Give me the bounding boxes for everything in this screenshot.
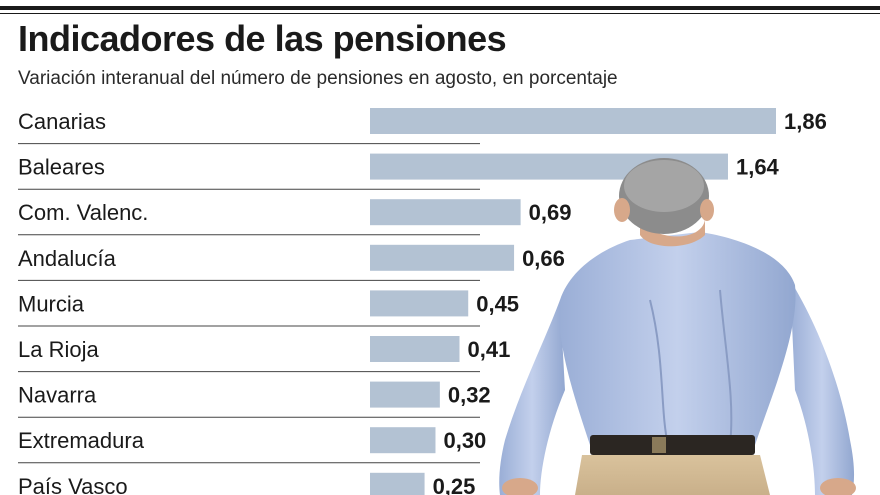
value-label: 0,41: [467, 337, 510, 362]
value-label: 0,45: [476, 291, 519, 316]
chart-subtitle: Variación interanual del número de pensi…: [18, 68, 618, 89]
bar: [370, 472, 425, 495]
bar: [370, 427, 436, 454]
top-rule-thick: [0, 6, 880, 10]
category-label: Murcia: [18, 291, 85, 316]
bar: [370, 290, 469, 317]
value-label: 1,86: [784, 109, 827, 134]
chart-labels: 1,861,64 0,69 0,660,45 0,41 0,32 0,30 0,25: [433, 109, 827, 495]
value-label: 1,64: [736, 155, 780, 180]
bar: [370, 336, 460, 362]
value-label: 0,69: [529, 200, 572, 225]
bar: [370, 244, 515, 271]
category-label: Baleares: [18, 155, 105, 180]
category-label: Andalucía: [18, 246, 117, 271]
category-label: País Vasco: [18, 474, 128, 495]
category-label: Com. Valenc.: [18, 200, 148, 225]
chart-title: Indicadores de las pensiones: [18, 18, 507, 59]
value-label: 0,25: [433, 474, 476, 495]
top-rule-thin: [0, 13, 880, 14]
value-label: 0,30: [443, 428, 486, 453]
category-label: La Rioja: [18, 337, 99, 362]
category-label: Extremadura: [18, 428, 145, 453]
chart-rows: Canarias Baleares Com. Valenc. Andalucía Mur…: [18, 109, 480, 495]
category-label: Canarias: [18, 109, 106, 134]
bar: [370, 199, 521, 226]
value-label: 0,66: [522, 246, 565, 271]
category-label: Navarra: [18, 383, 97, 408]
bar: [370, 381, 440, 408]
value-label: 0,32: [448, 383, 491, 408]
elderly-man-illustration: [499, 158, 856, 495]
bar: [370, 108, 776, 134]
